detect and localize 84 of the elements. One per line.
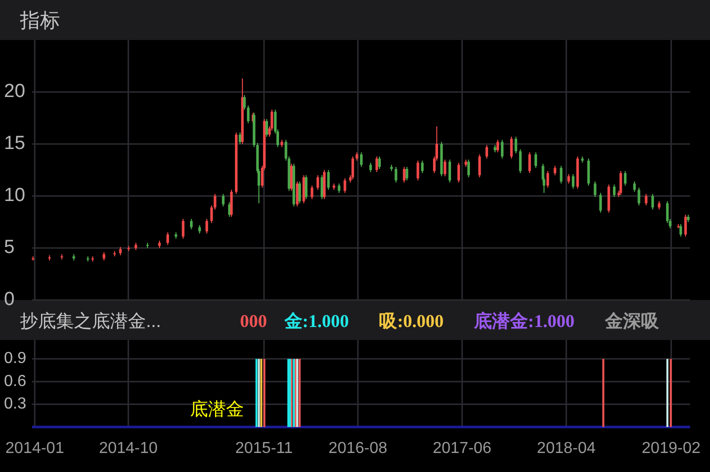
candlestick	[222, 193, 225, 207]
chart-title: 指标	[19, 10, 60, 32]
candlestick	[444, 159, 446, 177]
candlestick	[344, 178, 346, 194]
candlestick	[572, 174, 574, 190]
candlestick	[651, 193, 654, 210]
candlestick	[230, 189, 233, 218]
candlestick	[369, 162, 372, 173]
candlestick	[510, 136, 513, 160]
candlestick	[594, 180, 596, 198]
candlestick	[546, 170, 550, 188]
legend-label: 底潜金:1.000	[473, 311, 574, 331]
candlestick	[394, 166, 398, 183]
candlestick	[528, 152, 531, 174]
series-label: 000	[240, 311, 267, 331]
candlestick	[684, 214, 687, 238]
candlestick	[290, 163, 293, 192]
x-tick-label: 2016-08	[328, 440, 388, 457]
candlestick	[238, 132, 242, 144]
candlestick	[560, 165, 562, 184]
text: 吸:0.000	[379, 311, 444, 331]
candlestick	[519, 148, 522, 174]
candlestick	[421, 160, 424, 174]
candlestick	[619, 170, 622, 196]
candlestick	[416, 160, 420, 181]
candlestick	[679, 224, 682, 238]
candlestick	[406, 166, 408, 181]
x-tick-label: 2018-04	[536, 440, 596, 457]
candlestick	[316, 174, 320, 190]
candlestick	[375, 156, 378, 173]
candlestick	[534, 152, 538, 168]
candlestick	[360, 152, 363, 168]
candlestick	[567, 174, 570, 184]
series-label: 金:1.000	[283, 311, 349, 331]
candlestick	[633, 180, 636, 192]
candlestick	[304, 174, 308, 200]
candlestick	[320, 174, 324, 200]
candlestick	[338, 183, 340, 194]
candlestick	[298, 180, 301, 204]
candlestick	[467, 159, 470, 178]
annotation: 底潜金	[190, 399, 244, 419]
candlestick	[182, 218, 184, 240]
x-tick-label: 2019-02	[642, 440, 701, 457]
candlestick	[351, 156, 354, 180]
candlestick	[378, 156, 381, 170]
candlestick	[478, 154, 481, 178]
candlestick	[448, 159, 452, 183]
candlestick	[554, 165, 556, 176]
candlestick	[666, 200, 669, 224]
candlestick	[166, 232, 170, 246]
y-tick-label: 0.6	[4, 372, 26, 390]
candlestick	[644, 193, 648, 206]
x-tick-label: 2014-10	[98, 440, 158, 457]
candlestick	[485, 144, 488, 160]
candlestick	[296, 180, 299, 207]
x-tick-label: 2014-01	[5, 440, 64, 457]
candlestick	[514, 136, 518, 154]
candlestick	[638, 187, 640, 206]
y-tick-label: 0	[4, 289, 15, 310]
x-tick-label: 2015-11	[235, 440, 293, 457]
candlestick	[500, 139, 504, 160]
candlestick	[265, 118, 268, 138]
candlestick	[327, 170, 330, 190]
candlestick	[310, 185, 314, 200]
candlestick	[302, 174, 306, 204]
x-tick-label: 2017-06	[432, 440, 492, 457]
legend-label: 金深吸	[604, 311, 660, 331]
chart-title: 抄底集之底潜金...	[20, 311, 162, 331]
y-tick-label: 5	[4, 237, 15, 258]
candlestick	[190, 218, 193, 230]
y-tick-label: 0.9	[4, 350, 26, 368]
y-tick-label: 0.3	[4, 396, 26, 413]
candlestick	[205, 218, 208, 234]
candlestick	[496, 139, 500, 153]
y-tick-label: 10	[4, 185, 26, 206]
candlestick	[612, 184, 616, 198]
candlestick	[624, 170, 627, 186]
candlestick	[587, 158, 590, 186]
y-tick-label: 15	[4, 133, 26, 154]
candlestick	[607, 184, 610, 214]
candlestick	[599, 192, 602, 214]
candlestick	[402, 166, 406, 183]
y-tick-label: 20	[4, 81, 26, 102]
candlestick	[457, 162, 460, 183]
